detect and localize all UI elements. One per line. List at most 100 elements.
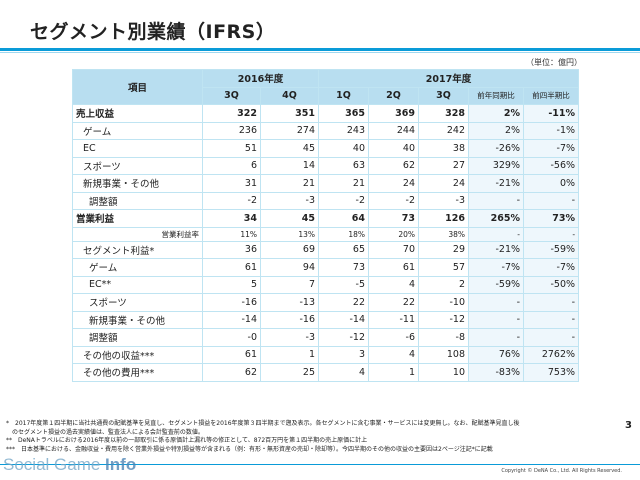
cell-value: 40 bbox=[318, 139, 370, 158]
cell-value: 4 bbox=[368, 345, 420, 364]
table-row: 調整額 -2 -3 -2 -2 -3- - bbox=[72, 191, 580, 210]
cell-yoy: - bbox=[468, 293, 525, 312]
header-quarter: 4Q bbox=[259, 86, 320, 105]
cell-value: -16 bbox=[259, 310, 320, 329]
row-label: 営業利益 bbox=[72, 209, 203, 228]
cell-qoq: 73% bbox=[523, 209, 580, 228]
cell-value: -3 bbox=[418, 191, 470, 210]
row-label: その他の収益*** bbox=[72, 345, 203, 364]
table-row: その他の費用*** 62 25 4 1 10 -83% 753% bbox=[72, 363, 580, 382]
page-title: セグメント別業績（IFRS） bbox=[30, 21, 276, 43]
cell-value: 5 bbox=[202, 275, 261, 294]
footnote: *** 日本基準における、金融収益・費用を除く営業外損益や特別損益等が含まれる（… bbox=[6, 445, 493, 453]
header-fy2017: 2017年度 bbox=[318, 69, 580, 88]
cell-value: -5 bbox=[318, 275, 370, 294]
cell-value: 24 bbox=[418, 174, 470, 193]
cell-value: 21 bbox=[318, 174, 370, 193]
cell-value: -14 bbox=[318, 310, 370, 329]
cell-yoy: - bbox=[468, 310, 525, 329]
header-quarter: 2Q bbox=[368, 86, 420, 105]
table-row: 新規事業・その他 31 21 21 24 24 -21% 0% bbox=[72, 174, 580, 193]
cell-value: -2 bbox=[318, 191, 370, 210]
cell-value: 244 bbox=[368, 121, 420, 140]
row-label: 新規事業・その他 bbox=[72, 174, 203, 193]
cell-value: 31 bbox=[202, 174, 261, 193]
row-label: 調整額 bbox=[72, 328, 203, 347]
cell-value: 45 bbox=[259, 209, 320, 228]
cell-value: 14 bbox=[259, 156, 320, 175]
cell-value: 1 bbox=[368, 363, 420, 382]
footnote: * 2017年度第１四半期に当社共通費の配賦基準を見直し、セグメント損益を201… bbox=[6, 420, 520, 427]
cell-value: 242 bbox=[418, 121, 470, 140]
header-qoq: 前四半期比 bbox=[523, 86, 580, 105]
cell-value: -0 bbox=[202, 328, 261, 347]
footnote: ** DeNAトラベルにおける2016年度以前の一部取引に係る原価計上漏れ等の修… bbox=[6, 437, 368, 444]
cell-value: 236 bbox=[202, 121, 261, 140]
cell-value: 322 bbox=[202, 104, 261, 123]
row-label: 売上収益 bbox=[72, 104, 203, 123]
cell-qoq: 0% bbox=[523, 174, 580, 193]
cell-yoy: -83% bbox=[468, 363, 525, 382]
cell-yoy: -21% bbox=[468, 240, 525, 259]
copyright: Copyright © DeNA Co., Ltd. All Rights Re… bbox=[501, 468, 622, 474]
cell-value: -2 bbox=[202, 191, 261, 210]
row-label: 調整額 bbox=[72, 191, 203, 210]
cell-value: 21 bbox=[259, 174, 320, 193]
cell-value: -12 bbox=[418, 310, 470, 329]
table-row: スポーツ 6 14 63 62 27 329% -56% bbox=[72, 156, 580, 175]
header-quarter: 1Q bbox=[318, 86, 370, 105]
cell-value: 69 bbox=[259, 240, 320, 259]
table-row: 新規事業・その他 -14 -16 -14 -11 -12- - bbox=[72, 310, 580, 329]
cell-value: -3 bbox=[259, 191, 320, 210]
row-label: 営業利益率 bbox=[72, 226, 203, 242]
segment-table: 項目 2016年度 2017年度 3Q 4Q 1Q 2Q 3Q 前年同期比 前四… bbox=[72, 69, 580, 382]
cell-value: 4 bbox=[368, 275, 420, 294]
cell-value: 62 bbox=[368, 156, 420, 175]
table-row: 売上収益 322 351 365 369 328 2% -11% bbox=[72, 104, 580, 123]
cell-qoq: - bbox=[523, 293, 580, 312]
cell-value: 51 bbox=[202, 139, 261, 158]
cell-yoy: 329% bbox=[468, 156, 525, 175]
cell-yoy: -59% bbox=[468, 275, 525, 294]
cell-qoq: 753% bbox=[523, 363, 580, 382]
row-label: スポーツ bbox=[72, 156, 203, 175]
cell-qoq: - bbox=[523, 226, 580, 242]
cell-value: 3 bbox=[318, 345, 370, 364]
cell-value: 108 bbox=[418, 345, 470, 364]
cell-yoy: 2% bbox=[468, 121, 525, 140]
cell-value: 27 bbox=[418, 156, 470, 175]
cell-value: 61 bbox=[202, 258, 261, 277]
cell-value: 22 bbox=[368, 293, 420, 312]
cell-value: 1 bbox=[259, 345, 320, 364]
cell-value: 94 bbox=[259, 258, 320, 277]
cell-value: 73 bbox=[318, 258, 370, 277]
cell-value: 6 bbox=[202, 156, 261, 175]
cell-value: 45 bbox=[259, 139, 320, 158]
cell-value: 61 bbox=[202, 345, 261, 364]
cell-value: 61 bbox=[368, 258, 420, 277]
cell-value: -2 bbox=[368, 191, 420, 210]
row-label: ゲーム bbox=[72, 121, 203, 140]
cell-qoq: -59% bbox=[523, 240, 580, 259]
cell-value: 25 bbox=[259, 363, 320, 382]
cell-value: 365 bbox=[318, 104, 370, 123]
row-label: その他の費用*** bbox=[72, 363, 203, 382]
row-label: 新規事業・その他 bbox=[72, 310, 203, 329]
cell-value: 34 bbox=[202, 209, 261, 228]
cell-value: -14 bbox=[202, 310, 261, 329]
table-row: セグメント利益* 36 69 65 70 29 -21% -59% bbox=[72, 240, 580, 259]
cell-value: 10 bbox=[418, 363, 470, 382]
cell-value: -3 bbox=[259, 328, 320, 347]
cell-qoq: - bbox=[523, 310, 580, 329]
cell-qoq: 2762% bbox=[523, 345, 580, 364]
cell-value: 369 bbox=[368, 104, 420, 123]
row-label: スポーツ bbox=[72, 293, 203, 312]
header-quarter: 3Q bbox=[202, 86, 261, 105]
cell-value: 70 bbox=[368, 240, 420, 259]
cell-value: 36 bbox=[202, 240, 261, 259]
header-item: 項目 bbox=[72, 69, 203, 105]
row-label: EC** bbox=[72, 275, 203, 294]
cell-qoq: -7% bbox=[523, 258, 580, 277]
cell-value: 62 bbox=[202, 363, 261, 382]
row-label: EC bbox=[72, 139, 203, 158]
